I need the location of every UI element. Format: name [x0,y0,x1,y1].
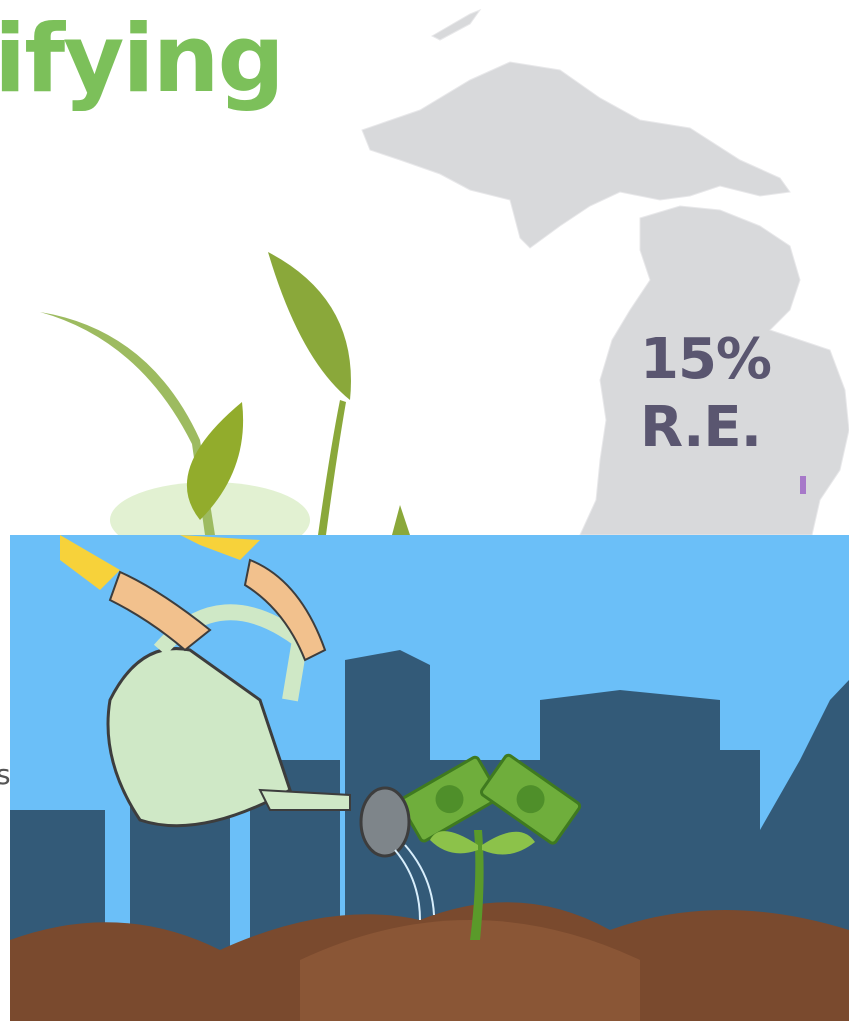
side-text: s [0,758,11,791]
map-label: 15% [640,327,772,392]
michigan-map [361,8,849,536]
map-label: R.E. [640,395,762,460]
map-highlight [800,476,806,494]
money-plant-illustration [10,535,849,1021]
plant-illustration [40,252,410,558]
heading: ifying [0,5,285,114]
